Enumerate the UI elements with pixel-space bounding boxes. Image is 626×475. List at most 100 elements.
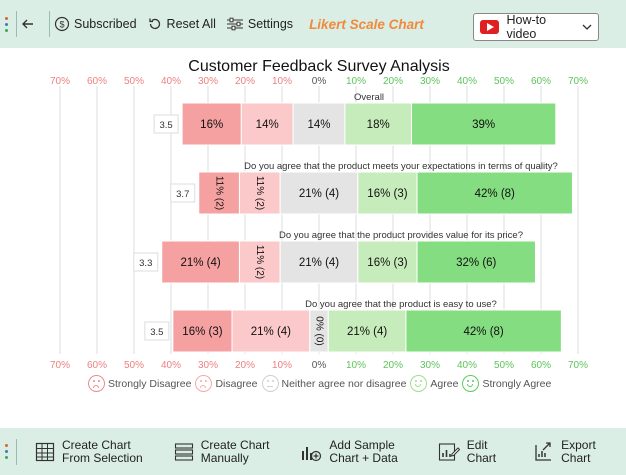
score-value: 3.5 xyxy=(150,327,163,338)
create-manually-button[interactable]: Create Chart Manually xyxy=(174,437,270,465)
score-box xyxy=(133,252,159,272)
data-label: 42% (8) xyxy=(464,326,504,338)
frowning-face-icon xyxy=(195,375,213,392)
export-chart-label: Export Chart xyxy=(561,437,596,465)
smiley-face-icon xyxy=(462,375,480,392)
x-tick-label: 0% xyxy=(312,76,327,87)
create-from-selection-button[interactable]: Create Chart From Selection xyxy=(35,438,143,465)
data-label: 32% (6) xyxy=(456,257,496,269)
x-tick-label: 30% xyxy=(420,360,440,371)
x-tick-label: 0% xyxy=(312,360,327,371)
sliders-icon xyxy=(226,16,244,32)
data-label: 16% xyxy=(200,119,223,131)
x-tick-label: 20% xyxy=(235,360,255,371)
x-tick-label: 30% xyxy=(198,76,218,87)
legend-item: Strongly Disagree xyxy=(88,375,191,392)
question-label: Overall xyxy=(354,92,384,103)
legend-label: Agree xyxy=(430,377,459,390)
legend-item: Agree xyxy=(410,375,458,392)
youtube-icon xyxy=(480,20,499,34)
chevron-down-icon xyxy=(582,23,592,31)
frowning-face-icon xyxy=(88,375,105,392)
data-label: 21% (4) xyxy=(299,257,339,269)
edit-chart-button[interactable]: Edit Chart xyxy=(438,437,497,465)
score-box xyxy=(144,321,170,341)
settings-button[interactable]: Settings xyxy=(226,16,293,32)
export-chart-button[interactable]: Export Chart xyxy=(532,437,596,465)
x-tick-label: 10% xyxy=(346,76,366,87)
bar-segment xyxy=(327,309,407,353)
form-icon xyxy=(174,442,194,462)
x-tick-label: 60% xyxy=(531,76,551,87)
legend-label: Strongly Agree xyxy=(482,377,552,390)
toolbar-separator xyxy=(16,11,17,37)
data-label: 21% (4) xyxy=(180,257,220,269)
x-tick-label: 10% xyxy=(272,76,292,87)
howto-video-dropdown[interactable]: How-to video xyxy=(473,13,599,41)
likert-chart: Customer Feedback Survey Analysis 70% 70% 6… xyxy=(50,58,588,371)
bottom-toolbar: Create Chart From Selection Create Chart… xyxy=(0,428,626,475)
data-label: 0% (0) xyxy=(313,316,324,345)
x-tick-label: 60% xyxy=(87,76,107,87)
data-label: 14% xyxy=(307,119,330,131)
data-label: 16% (3) xyxy=(367,188,407,200)
add-sample-button[interactable]: Add Sample Chart + Data xyxy=(300,437,398,465)
legend-item: Strongly Agree xyxy=(462,375,551,392)
edit-chart-icon xyxy=(438,441,460,463)
x-tick-label: 10% xyxy=(272,360,292,371)
svg-text:$: $ xyxy=(59,20,64,30)
question-label: Do you agree that the product meets your… xyxy=(244,161,558,172)
settings-label: Settings xyxy=(247,17,294,31)
x-tick-label: 30% xyxy=(198,360,218,371)
x-tick-label: 70% xyxy=(50,76,70,87)
data-label: 18% xyxy=(367,119,390,131)
create-manually-label: Create Chart Manually xyxy=(200,437,270,465)
subscribed-button[interactable]: $ Subscribed xyxy=(54,16,137,32)
edit-chart-label: Edit Chart xyxy=(466,437,497,465)
toolbar-separator xyxy=(49,11,50,37)
legend-label: Neither agree nor disagree xyxy=(281,377,407,390)
chart-type-name: Likert Scale Chart xyxy=(309,16,424,32)
score-value: 3.3 xyxy=(139,258,152,269)
bar-segment xyxy=(344,102,412,146)
smiley-face-icon xyxy=(410,375,428,392)
data-label: 42% (8) xyxy=(475,188,515,200)
bar-segment xyxy=(411,102,557,146)
data-label: 39% xyxy=(472,119,495,131)
bar-segment xyxy=(279,240,359,284)
x-tick-label: 50% xyxy=(124,76,144,87)
legend-item: Neither agree nor disagree xyxy=(261,375,407,392)
legend-label: Disagree xyxy=(215,377,258,390)
bar-segment xyxy=(181,102,242,146)
back-button[interactable] xyxy=(21,17,35,31)
x-tick-label: 70% xyxy=(50,360,70,371)
x-tick-label: 70% xyxy=(568,76,588,87)
reset-all-button[interactable]: Reset All xyxy=(147,16,216,32)
howto-label: How-to video xyxy=(506,13,547,41)
bottombar-grip[interactable] xyxy=(0,444,12,459)
dollar-circle-icon: $ xyxy=(54,16,70,32)
reset-all-label: Reset All xyxy=(166,17,216,31)
arrow-left-icon xyxy=(21,17,35,31)
x-tick-label: 50% xyxy=(494,76,514,87)
x-tick-label: 30% xyxy=(420,76,440,87)
chart-title: Customer Feedback Survey Analysis xyxy=(188,58,449,75)
data-label: 21% (4) xyxy=(299,188,339,200)
bar-segment xyxy=(172,309,233,353)
x-tick-label: 60% xyxy=(531,360,551,371)
sample-chart-icon xyxy=(300,441,322,463)
data-label: 11% (2) xyxy=(254,176,265,210)
chart-legend: Strongly Disagree Disagree Neither agree n… xyxy=(88,375,555,392)
bar-segment xyxy=(416,240,536,284)
bar-segment xyxy=(198,171,240,215)
subscribed-label: Subscribed xyxy=(74,17,137,31)
legend-label: Strongly Disagree xyxy=(108,377,192,390)
add-sample-label: Add Sample Chart + Data xyxy=(329,437,398,465)
data-label: 16% (3) xyxy=(367,257,407,269)
toolbar-grip[interactable] xyxy=(0,16,12,32)
bar-segment xyxy=(238,171,281,215)
data-label: 21% (4) xyxy=(347,326,387,338)
neutral-face-icon xyxy=(261,375,279,392)
reset-icon xyxy=(147,16,163,32)
x-tick-label: 40% xyxy=(161,76,181,87)
